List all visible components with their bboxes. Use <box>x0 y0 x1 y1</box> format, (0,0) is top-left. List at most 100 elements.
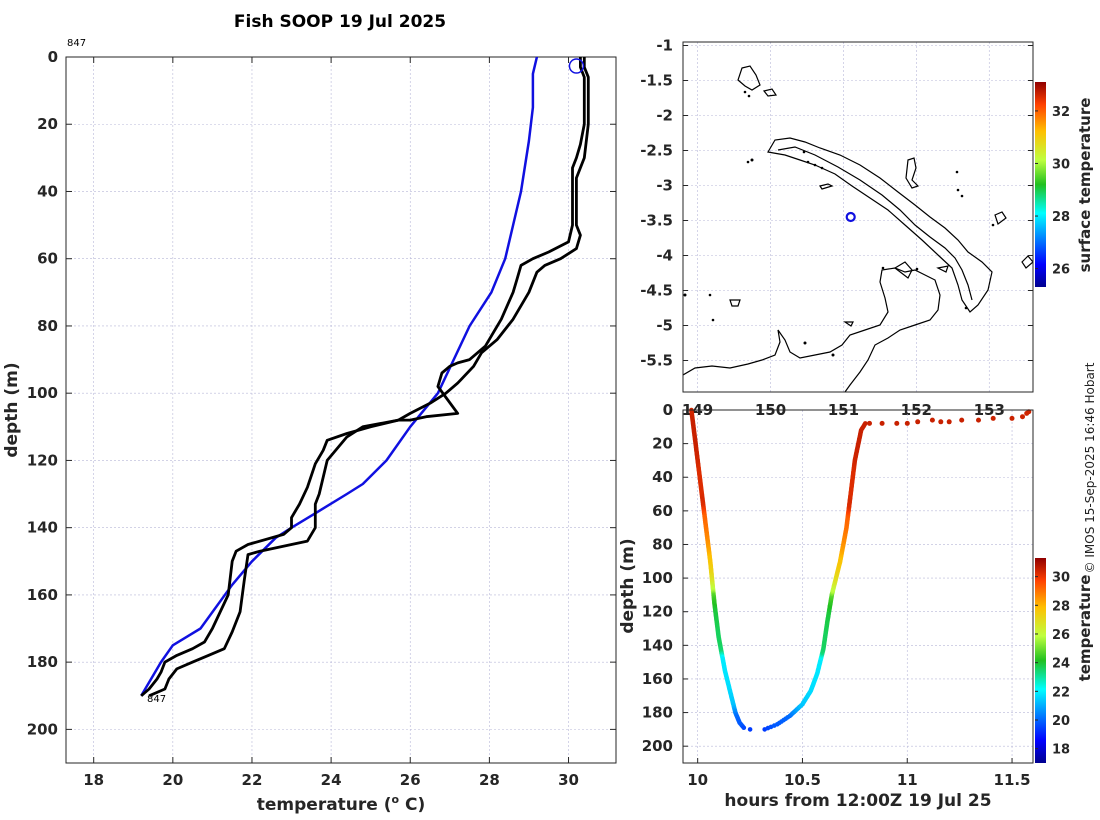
coastline-islet-1 <box>762 88 778 97</box>
profile-y-tick-label: 80 <box>37 317 58 335</box>
profile-x-axis-label: temperature (o C) <box>257 793 426 815</box>
depth-time-surface-point <box>946 419 952 425</box>
depth-time-y-tick-label: 160 <box>642 670 673 688</box>
temperature-colorbar-tick-label: 26 <box>1052 628 1070 643</box>
depth-time-surface-point <box>894 420 900 426</box>
depth-time-surface-point <box>976 417 981 423</box>
map-colorbar-tick-label: 32 <box>1052 105 1070 120</box>
depth-time-y-tick-label: 20 <box>652 435 673 453</box>
coastline-islet-5 <box>729 299 741 307</box>
map-y-tick-label: -5.5 <box>640 352 673 370</box>
temperature-colorbar-ticks: 18 20 22 24 26 28 30 <box>1035 571 1070 758</box>
profile-series-climatology <box>140 56 539 697</box>
profile-x-tick-label: 28 <box>479 771 500 789</box>
profile-series-profile-a <box>148 57 590 698</box>
depth-time-axes-frame <box>682 409 1034 764</box>
map-y-tick-label: -3.5 <box>640 212 673 230</box>
depth-time-surface-point <box>1020 414 1025 420</box>
profile-y-tick-label: 180 <box>27 653 58 671</box>
temperature-colorbar-tick-label: 30 <box>1052 571 1070 586</box>
profile-x-tick-label: 18 <box>83 771 104 789</box>
map-position-marker <box>845 211 856 223</box>
profile-grid <box>66 56 616 763</box>
map-colorbar-label: surface temperature <box>1076 98 1094 273</box>
profile-series <box>140 56 590 698</box>
profile-start-marker <box>568 58 585 74</box>
map-y-tick-label: -4 <box>656 247 673 265</box>
depth-time-surface-point <box>938 419 944 425</box>
map-y-tick-label: -1.5 <box>640 72 673 90</box>
coastline-new-hanover <box>737 65 761 91</box>
temperature-colorbar-tick-label: 24 <box>1052 657 1070 672</box>
map-colorbar-tick-label: 30 <box>1052 157 1070 172</box>
profile-y-axis-label: depth (m) <box>2 362 22 457</box>
depth-time-surface-point <box>904 420 910 426</box>
profile-y-tick-label: 60 <box>37 250 58 268</box>
profile-x-tick-label: 22 <box>242 771 263 789</box>
depth-time-points <box>689 407 1032 732</box>
profile-y-tick-label: 20 <box>37 115 58 133</box>
profile-x-tick-label: 24 <box>321 771 342 789</box>
depth-time-y-tick-label: 180 <box>642 704 673 722</box>
credit-text: © IMOS 15-Sep-2025 16:46 Hobart <box>1083 362 1097 573</box>
map-y-tick-label: -5 <box>656 317 673 335</box>
profile-y-tick-label: 140 <box>27 519 58 537</box>
profile-y-tick-label: 160 <box>27 586 58 604</box>
map-colorbar-tick-label: 28 <box>1052 210 1070 225</box>
map-y-tick-label: -2.5 <box>640 142 673 160</box>
temperature-colorbar-tick-label: 28 <box>1052 599 1070 614</box>
depth-time-y-tick-label: 0 <box>663 401 673 419</box>
depth-time-surface-point <box>879 420 885 426</box>
depth-time-point <box>741 725 747 730</box>
profile-y-tick-label: 40 <box>37 182 58 200</box>
temperature-colorbar <box>1035 558 1046 763</box>
coastline-islet-3 <box>994 211 1007 225</box>
depth-time-surface-point <box>867 420 872 426</box>
profile-x-tick-label: 26 <box>400 771 421 789</box>
depth-time-ticks: 10 10.5 11 11.5 0 20 40 60 80 100 120 140 160 180 200 <box>642 401 1031 789</box>
depth-time-surface-point <box>915 419 921 425</box>
depth-time-x-tick-label: 11 <box>897 771 918 789</box>
chart-title: Fish SOOP 19 Jul 2025 <box>234 12 446 32</box>
depth-time-chart: 10 10.5 11 11.5020406080100120140160180200 … <box>618 401 1094 811</box>
coastline-islet-6 <box>843 321 854 327</box>
coastline-islet-8 <box>819 183 834 190</box>
map-y-tick-label: -2 <box>656 107 673 125</box>
temperature-colorbar-tick-label: 22 <box>1052 685 1070 700</box>
depth-time-x-axis-label: hours from 12:00Z 19 Jul 25 <box>724 791 991 811</box>
depth-time-y-tick-label: 140 <box>642 636 673 654</box>
map-colorbar-ticks: 26 28 30 32 <box>1035 105 1070 278</box>
depth-time-y-tick-label: 80 <box>652 535 673 553</box>
profile-y-tick-label: 100 <box>27 384 58 402</box>
location-map: 149 150 151 152 153-1-1.5-2-2.5-3-3.5-4-4.5-… <box>640 37 1094 420</box>
temperature-colorbar-label: temperature <box>1076 575 1094 682</box>
profile-x-tick-label: 30 <box>558 771 579 789</box>
temperature-colorbar-tick-label: 20 <box>1052 714 1070 729</box>
map-y-tick-label: -4.5 <box>640 282 673 300</box>
depth-time-surface-point <box>1009 415 1015 421</box>
depth-time-x-tick-label: 10.5 <box>784 771 821 789</box>
coastline-islet-2 <box>905 157 920 189</box>
depth-time-y-tick-label: 120 <box>642 603 673 621</box>
coastline-islet-4 <box>1021 255 1033 269</box>
temperature-colorbar-tick-label: 18 <box>1052 743 1070 758</box>
coastline-new-britain <box>683 267 941 392</box>
profile-x-tick-label: 20 <box>162 771 183 789</box>
depth-time-y-tick-label: 100 <box>642 569 673 587</box>
map-y-tick-label: -1 <box>656 37 673 55</box>
coastline-new-ireland <box>767 137 993 313</box>
profile-series-profile-b <box>140 57 586 697</box>
depth-time-surface-point <box>959 417 965 423</box>
profile-ticks: 18 20 22 24 26 28 30 0 20 40 60 80 100 120 140 160 180 20… <box>27 48 616 789</box>
map-axes-frame <box>682 41 1034 393</box>
depth-time-y-tick-label: 40 <box>652 468 673 486</box>
map-islet-dots <box>683 90 995 357</box>
map-colorbar-tick-label: 26 <box>1052 263 1070 278</box>
depth-time-y-tick-label: 60 <box>652 502 673 520</box>
profile-axes-frame <box>65 56 617 764</box>
coastline-islet-7 <box>936 265 949 273</box>
profile-chart: Fish SOOP 19 Jul 2025 18 20 22 24 26 28 30 0 20 4… <box>2 12 617 815</box>
profile-y-tick-label: 120 <box>27 451 58 469</box>
depth-time-x-tick-label: 11.5 <box>994 771 1031 789</box>
